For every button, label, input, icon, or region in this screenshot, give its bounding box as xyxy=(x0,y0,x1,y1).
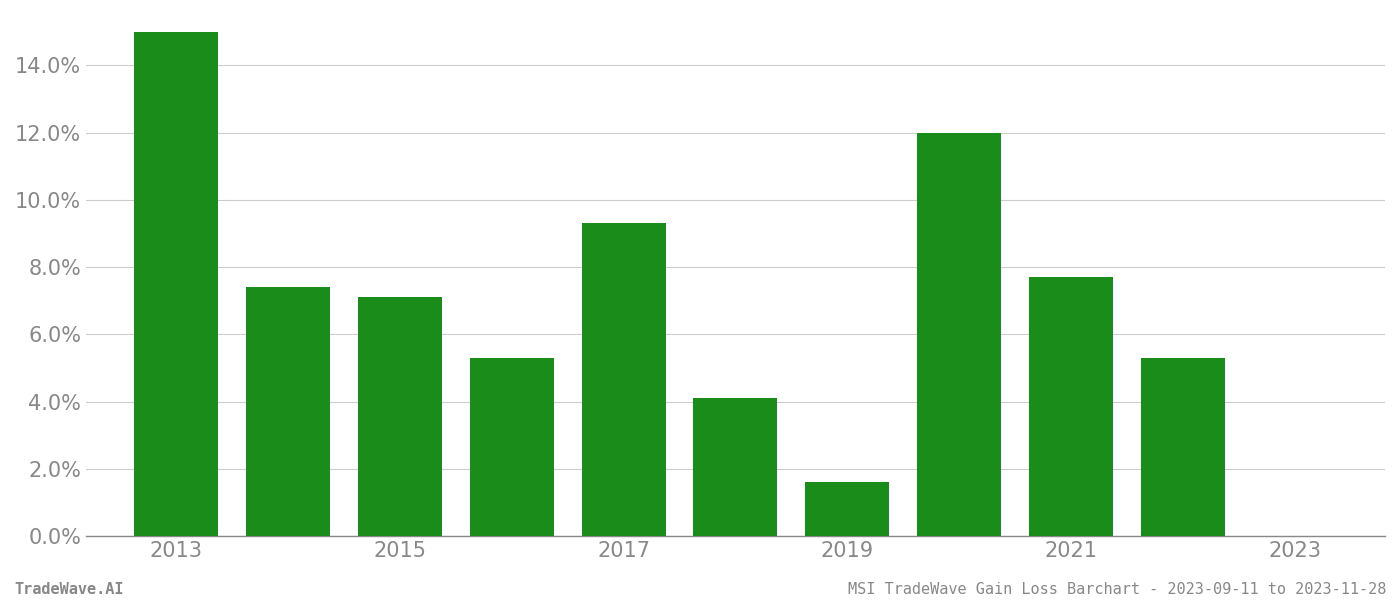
Bar xyxy=(133,32,217,536)
Bar xyxy=(1141,358,1225,536)
Bar xyxy=(693,398,777,536)
Bar xyxy=(245,287,329,536)
Text: TradeWave.AI: TradeWave.AI xyxy=(14,582,123,597)
Bar xyxy=(357,298,441,536)
Bar xyxy=(581,223,665,536)
Bar xyxy=(1029,277,1113,536)
Text: MSI TradeWave Gain Loss Barchart - 2023-09-11 to 2023-11-28: MSI TradeWave Gain Loss Barchart - 2023-… xyxy=(847,582,1386,597)
Bar xyxy=(805,482,889,536)
Bar xyxy=(917,133,1001,536)
Bar xyxy=(469,358,553,536)
